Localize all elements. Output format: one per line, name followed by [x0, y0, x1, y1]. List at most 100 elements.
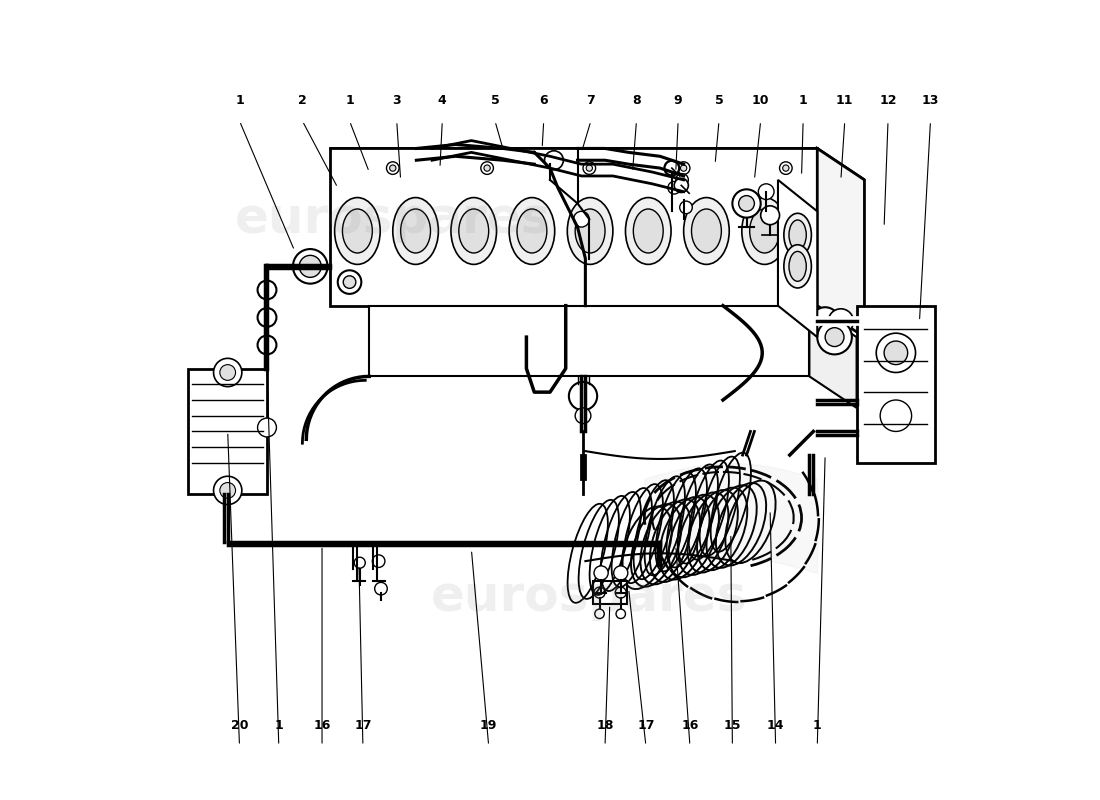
- Ellipse shape: [400, 209, 430, 253]
- Text: 5: 5: [715, 94, 724, 106]
- Text: 16: 16: [314, 718, 331, 732]
- Ellipse shape: [393, 198, 439, 264]
- Circle shape: [780, 162, 792, 174]
- Circle shape: [338, 270, 361, 294]
- Text: 1: 1: [813, 718, 822, 732]
- Circle shape: [389, 165, 396, 171]
- Circle shape: [616, 609, 626, 618]
- Text: 9: 9: [674, 94, 682, 106]
- Text: 12: 12: [879, 94, 896, 106]
- Polygon shape: [778, 180, 817, 337]
- Circle shape: [817, 320, 851, 354]
- Circle shape: [386, 162, 399, 174]
- Ellipse shape: [692, 209, 722, 253]
- Circle shape: [481, 162, 494, 174]
- Circle shape: [733, 190, 761, 218]
- Circle shape: [573, 211, 590, 227]
- Ellipse shape: [334, 198, 381, 264]
- Text: 1: 1: [274, 718, 283, 732]
- Text: 20: 20: [231, 718, 249, 732]
- Circle shape: [761, 206, 780, 225]
- Circle shape: [828, 309, 854, 334]
- Circle shape: [586, 165, 593, 171]
- Circle shape: [257, 308, 276, 327]
- Ellipse shape: [750, 209, 780, 253]
- Text: 6: 6: [539, 94, 548, 106]
- Circle shape: [614, 566, 628, 580]
- Circle shape: [484, 165, 491, 171]
- Text: 1: 1: [799, 94, 807, 106]
- Ellipse shape: [634, 209, 663, 253]
- Circle shape: [375, 582, 387, 595]
- Polygon shape: [370, 306, 810, 377]
- Circle shape: [213, 358, 242, 386]
- Circle shape: [615, 587, 626, 598]
- Circle shape: [674, 178, 689, 193]
- Polygon shape: [817, 149, 865, 337]
- Text: 2: 2: [298, 94, 307, 106]
- Circle shape: [372, 555, 385, 567]
- Ellipse shape: [575, 209, 605, 253]
- Ellipse shape: [509, 198, 554, 264]
- Text: 3: 3: [393, 94, 402, 106]
- Text: 5: 5: [491, 94, 499, 106]
- Text: eurospares: eurospares: [234, 195, 551, 243]
- Circle shape: [213, 476, 242, 505]
- Circle shape: [594, 587, 605, 598]
- Ellipse shape: [342, 209, 372, 253]
- Text: 10: 10: [752, 94, 769, 106]
- Text: 16: 16: [681, 718, 698, 732]
- Polygon shape: [593, 581, 627, 604]
- Circle shape: [680, 201, 692, 214]
- Circle shape: [343, 276, 355, 288]
- Circle shape: [220, 365, 235, 380]
- Text: 7: 7: [586, 94, 595, 106]
- Text: 1: 1: [235, 94, 244, 106]
- Circle shape: [257, 418, 276, 437]
- Circle shape: [877, 333, 915, 373]
- Circle shape: [595, 609, 604, 618]
- Text: 1: 1: [345, 94, 354, 106]
- Ellipse shape: [784, 245, 812, 288]
- Text: 18: 18: [596, 718, 614, 732]
- Ellipse shape: [741, 198, 788, 264]
- Circle shape: [575, 408, 591, 423]
- Circle shape: [884, 341, 908, 365]
- Text: 15: 15: [724, 718, 741, 732]
- Circle shape: [257, 281, 276, 299]
- Ellipse shape: [789, 251, 806, 282]
- Text: 8: 8: [632, 94, 641, 106]
- Circle shape: [880, 400, 912, 431]
- Ellipse shape: [451, 198, 496, 264]
- Text: 17: 17: [354, 718, 372, 732]
- Circle shape: [569, 382, 597, 410]
- Circle shape: [257, 335, 276, 354]
- Text: 14: 14: [767, 718, 784, 732]
- Circle shape: [811, 307, 839, 335]
- Ellipse shape: [459, 209, 488, 253]
- Polygon shape: [857, 306, 935, 463]
- Polygon shape: [330, 149, 865, 180]
- Circle shape: [293, 249, 328, 284]
- Ellipse shape: [517, 209, 547, 253]
- Text: 19: 19: [480, 718, 497, 732]
- Circle shape: [220, 482, 235, 498]
- Circle shape: [594, 566, 608, 580]
- Circle shape: [664, 161, 679, 175]
- Text: 11: 11: [836, 94, 854, 106]
- Text: 17: 17: [637, 718, 654, 732]
- Circle shape: [544, 151, 563, 170]
- Polygon shape: [810, 306, 857, 408]
- Circle shape: [678, 162, 690, 174]
- Ellipse shape: [568, 198, 613, 264]
- Polygon shape: [330, 149, 817, 306]
- Circle shape: [825, 328, 844, 346]
- Circle shape: [583, 162, 595, 174]
- Circle shape: [664, 160, 680, 176]
- Circle shape: [675, 174, 689, 186]
- Text: eurospares: eurospares: [431, 573, 748, 621]
- Circle shape: [783, 165, 789, 171]
- Text: 13: 13: [922, 94, 939, 106]
- Circle shape: [354, 558, 365, 568]
- Text: 4: 4: [438, 94, 447, 106]
